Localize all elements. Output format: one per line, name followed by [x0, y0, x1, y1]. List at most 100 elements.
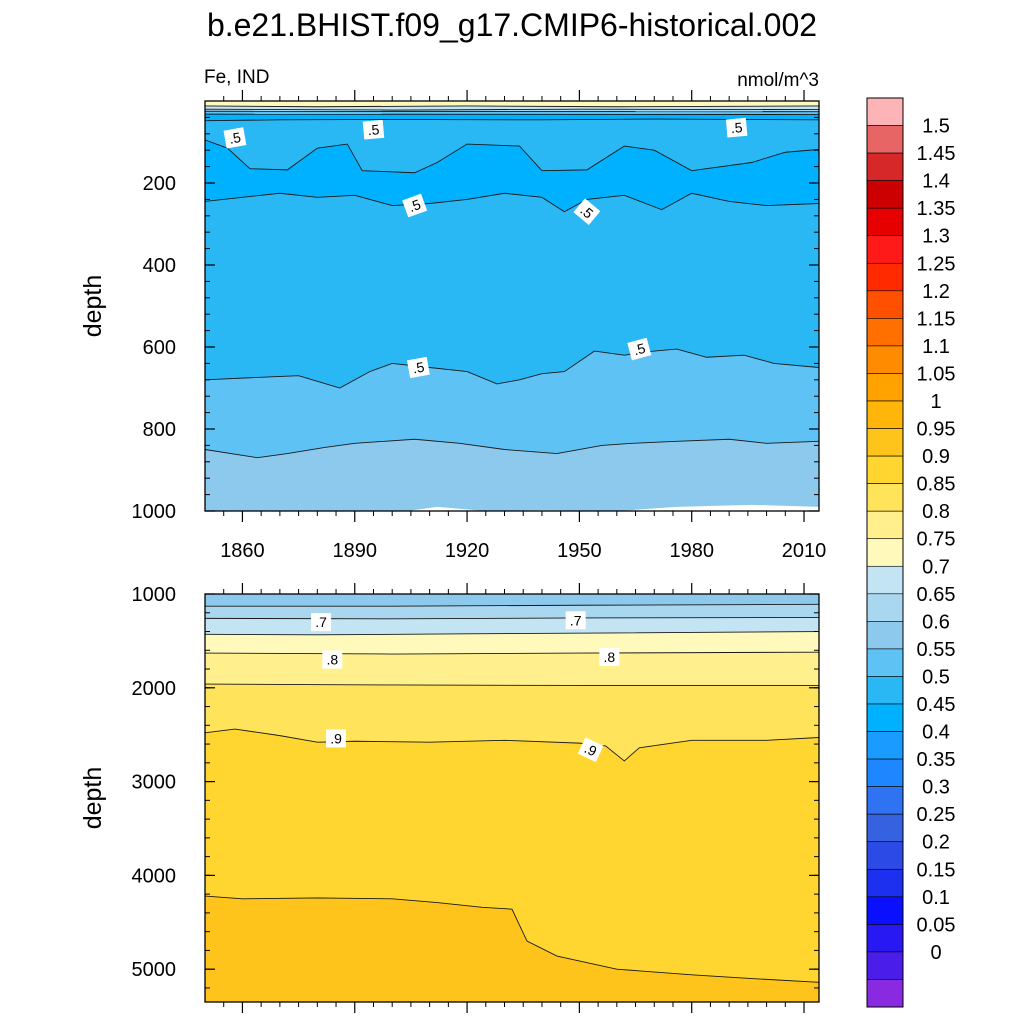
y-tick-label: 4000: [132, 865, 177, 887]
colorbar-box: [866, 207, 904, 237]
plot-frame: [204, 100, 820, 512]
contour-label: .9: [577, 737, 604, 763]
contour-band-0.5: [205, 119, 819, 173]
colorbar-label: 0: [930, 942, 941, 964]
contour-band-0.55: [205, 111, 819, 115]
contour-line: [205, 192, 819, 213]
contour-line: [205, 139, 819, 174]
contour-band-0.6: [205, 439, 819, 511]
units-label: nmol/m^3: [737, 70, 819, 91]
colorbar-frame: [866, 97, 904, 1008]
svg-text:.5: .5: [367, 121, 380, 138]
y-tick-label: 400: [143, 255, 176, 277]
svg-text:.7: .7: [570, 612, 582, 628]
contour-label: .5: [725, 117, 748, 138]
contour-line: [205, 683, 819, 686]
colorbar-box: [866, 262, 904, 292]
colorbar-box: [866, 731, 904, 760]
colorbar-box: [866, 428, 904, 457]
colorbar-label: 0.3: [922, 777, 950, 799]
contour-line: [205, 108, 819, 111]
contour-label: .5: [627, 337, 652, 361]
colorbar-label: 0.05: [917, 914, 956, 936]
contour-label: .5: [223, 127, 247, 149]
contour-label: .7: [565, 611, 586, 630]
colorbar-label: 1.45: [917, 143, 956, 165]
colorbar-box: [866, 290, 904, 319]
svg-text:.7: .7: [315, 614, 327, 630]
colorbar-box: [866, 979, 904, 1008]
colorbar-box: [866, 868, 904, 898]
contour-label: .9: [326, 729, 347, 748]
contour-band-0.85: [205, 684, 819, 761]
colorbar-label: 0.7: [922, 556, 950, 578]
colorbar-label: 0.65: [917, 584, 956, 606]
colorbar-box: [866, 97, 904, 126]
y-tick-label: 2000: [132, 678, 177, 700]
y-axis-label: depth: [79, 767, 107, 830]
colorbar-label: 0.45: [917, 694, 956, 716]
colorbar-box: [866, 841, 904, 870]
colorbar-label: 0.25: [917, 804, 956, 826]
colorbar-box: [866, 318, 904, 347]
colorbar-label: 1.1: [922, 336, 950, 358]
colorbar-label: 0.15: [917, 859, 956, 881]
svg-text:.8: .8: [603, 649, 615, 665]
contour-band-0.65: [205, 604, 819, 619]
contour-band-0.75: [205, 631, 819, 655]
colorbar-label: 0.55: [917, 639, 956, 661]
colorbar-label: 0.2: [922, 832, 950, 854]
contour-band-0.8: [205, 652, 819, 686]
contour-band-0.7: [205, 617, 819, 635]
contour-fills: [205, 594, 819, 1002]
colorbar-box: [866, 621, 904, 650]
svg-text:.9: .9: [330, 730, 342, 746]
contour-band-0.5: [205, 193, 819, 388]
colorbar-label: 0.95: [917, 419, 956, 441]
y-axis-label: depth: [79, 275, 107, 338]
colorbar-box: [866, 813, 904, 843]
upper-panel-plot: .5 .5 .5 .5 .5 .5 .5 200 400 600 800 1000 1860 1890 19…: [79, 90, 826, 562]
y-tick-label: 600: [143, 337, 176, 359]
y-tick-label: 800: [143, 419, 176, 441]
svg-text:.5: .5: [411, 359, 425, 377]
x-tick-label: 2010: [782, 540, 827, 562]
colorbar-label: 0.8: [922, 501, 950, 523]
x-tick-label: 1860: [220, 540, 265, 562]
y-tick-label: 5000: [132, 959, 177, 981]
y-tick-label: 1000: [132, 501, 177, 523]
colorbar-box: [866, 896, 904, 925]
colorbar-box: [866, 152, 904, 181]
contour-label: .5: [402, 193, 428, 218]
colorbar-box: [866, 951, 904, 980]
colorbar-box: [866, 538, 904, 567]
colorbar-box: [866, 703, 904, 732]
colorbar-label: 0.1: [922, 887, 950, 909]
contour-label: .7: [311, 613, 332, 632]
colorbar-label: 1.2: [922, 281, 950, 303]
contour-line: [205, 651, 819, 655]
colorbar-label: 0.35: [917, 749, 956, 771]
svg-text:.5: .5: [730, 119, 743, 136]
variable-region-label: Fe, IND: [204, 67, 269, 88]
contour-label: .5: [573, 198, 601, 226]
contour-line: [205, 118, 819, 122]
contour-band-0.75: [205, 101, 819, 107]
plot-frame: [204, 593, 820, 1003]
contour-line: [205, 728, 819, 762]
y-tick-label: 1000: [132, 584, 177, 606]
colorbar-label: 1.25: [917, 253, 956, 275]
contour-label: .8: [599, 647, 620, 666]
x-tick-label: 1920: [445, 540, 490, 562]
contour-line: [205, 105, 819, 108]
colorbar-box: [866, 786, 904, 815]
colorbar-label: 1.15: [917, 308, 956, 330]
colorbar-box: [866, 565, 904, 595]
colorbar-label: 0.9: [922, 446, 950, 468]
colorbar-label: 0.5: [922, 666, 950, 688]
x-tick-label: 1950: [557, 540, 602, 562]
contour-line: [205, 631, 819, 636]
colorbar-box: [866, 235, 904, 264]
y-tick-label: 3000: [132, 772, 177, 794]
